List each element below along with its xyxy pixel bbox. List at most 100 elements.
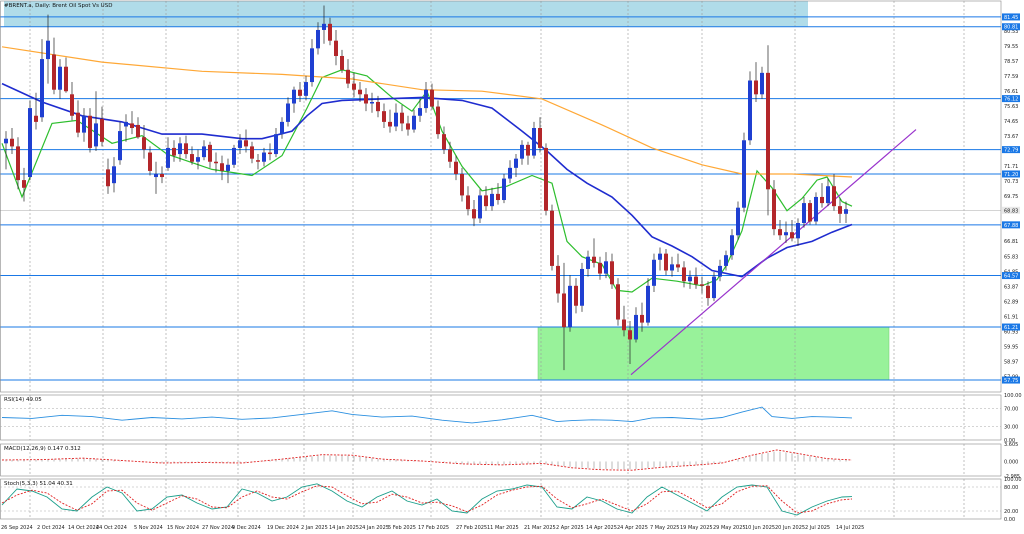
candle-body bbox=[502, 178, 506, 201]
candle-body bbox=[754, 80, 758, 95]
date-label: 24 Jan 2025 bbox=[359, 525, 389, 531]
candle-body bbox=[400, 112, 404, 124]
date-label: 27 Feb 2025 bbox=[456, 525, 487, 531]
moving-average-line bbox=[1, 46, 853, 178]
level-label: 67.88 bbox=[1004, 223, 1018, 229]
price-tick-label: 73.67 bbox=[1004, 134, 1018, 140]
tick-label: 80.00 bbox=[1004, 485, 1018, 491]
candle-body bbox=[514, 158, 518, 168]
candle-body bbox=[364, 94, 368, 104]
price-tick-label: 79.55 bbox=[1004, 44, 1018, 50]
candle-body bbox=[730, 235, 734, 256]
candle-body bbox=[778, 229, 782, 236]
candle-body bbox=[166, 147, 170, 168]
tick-label: 20.00 bbox=[1004, 509, 1018, 515]
date-label: 21 Mar 2025 bbox=[524, 525, 556, 531]
candle-body bbox=[130, 123, 134, 129]
candle-body bbox=[460, 173, 464, 196]
level-label: 80.81 bbox=[1004, 25, 1018, 31]
candle-body bbox=[766, 72, 770, 190]
candle-body bbox=[760, 72, 764, 95]
candle-body bbox=[430, 89, 434, 107]
candle-body bbox=[94, 123, 98, 147]
candle-body bbox=[172, 147, 176, 156]
stochastic-panel[interactable]: 100.00 80.00 20.00 0.00 Stoch(5,3,3) 51.04 4… bbox=[0, 477, 1022, 523]
date-label: 5 Feb 2025 bbox=[388, 525, 416, 531]
level-label: 64.57 bbox=[1004, 274, 1018, 280]
candle-body bbox=[784, 232, 788, 236]
candle-body bbox=[694, 276, 698, 285]
candle-body bbox=[490, 193, 494, 207]
candle-body bbox=[520, 144, 524, 159]
price-tick-label: 75.63 bbox=[1004, 104, 1018, 110]
candle-body bbox=[424, 89, 428, 109]
candle-body bbox=[46, 40, 50, 60]
candle-body bbox=[88, 115, 92, 148]
candle-body bbox=[478, 195, 482, 219]
candle-body bbox=[526, 144, 530, 156]
price-tick-label: 65.83 bbox=[1004, 254, 1018, 260]
price-tick-label: 66.81 bbox=[1004, 239, 1018, 245]
date-label: 14 Jan 2025 bbox=[329, 525, 359, 531]
candle-body bbox=[670, 264, 674, 271]
date-label: 15 Nov 2024 bbox=[167, 525, 199, 531]
date-label: 2 Oct 2024 bbox=[37, 525, 65, 531]
date-label: 27 Nov 2024 bbox=[202, 525, 234, 531]
price-tick-label: 78.57 bbox=[1004, 59, 1018, 65]
panel-border bbox=[0, 478, 1002, 520]
candle-body bbox=[40, 59, 44, 118]
candle-body bbox=[382, 111, 386, 122]
candle-body bbox=[688, 276, 692, 282]
candle-body bbox=[610, 261, 614, 285]
candle-body bbox=[448, 149, 452, 162]
candle-body bbox=[232, 147, 236, 165]
date-label: 20 Jun 2025 bbox=[775, 525, 805, 531]
level-label-box bbox=[1002, 170, 1020, 178]
candle-body bbox=[28, 108, 32, 178]
price-panel[interactable]: #BRENT.a, Daily: Brent Oil Spot Vs USD 81… bbox=[0, 0, 1020, 393]
candle-body bbox=[124, 121, 128, 127]
candle-body bbox=[154, 173, 158, 178]
candle-body bbox=[640, 314, 644, 323]
candle-body bbox=[34, 115, 38, 122]
candle-body bbox=[4, 138, 8, 144]
candle-body bbox=[16, 146, 20, 181]
indicator-title: RSI(14) 49.05 bbox=[4, 397, 42, 403]
candle-body bbox=[676, 264, 680, 268]
tick-label: 0.000 bbox=[1004, 460, 1018, 466]
candle-body bbox=[652, 259, 656, 286]
candle-body bbox=[412, 115, 416, 130]
candle-body bbox=[82, 115, 86, 133]
macd-signal-line bbox=[1, 449, 853, 471]
macd-panel[interactable]: 3.605 0.000 -2.985 MACD(12,26,9) 0.147 0.31… bbox=[0, 442, 1021, 480]
candle-body bbox=[472, 209, 476, 219]
level-label-box bbox=[1002, 272, 1020, 280]
candle-body bbox=[700, 284, 704, 286]
candle-body bbox=[238, 140, 242, 148]
candle-body bbox=[832, 186, 836, 207]
level-label: 57.75 bbox=[1004, 378, 1018, 384]
candle-body bbox=[262, 152, 266, 162]
date-label: 24 Oct 2024 bbox=[96, 525, 127, 531]
candle-body bbox=[706, 285, 710, 299]
tick-label: 30.00 bbox=[1004, 425, 1018, 431]
tick-label: 100.00 bbox=[1004, 477, 1022, 483]
price-tick-label: 80.53 bbox=[1004, 29, 1018, 35]
level-label: 81.45 bbox=[1004, 15, 1018, 21]
candle-body bbox=[556, 265, 560, 294]
rsi-panel[interactable]: 100.00 70.00 30.00 0.00 RSI(14) 49.05 bbox=[0, 393, 1022, 444]
candle-body bbox=[76, 112, 80, 133]
price-tick-label: 63.87 bbox=[1004, 284, 1018, 290]
date-label: 2 Jul 2025 bbox=[805, 525, 830, 531]
candle-body bbox=[394, 112, 398, 127]
candle-body bbox=[712, 276, 716, 299]
candle-body bbox=[496, 193, 500, 201]
trendline bbox=[630, 129, 917, 376]
candle-body bbox=[370, 101, 374, 104]
date-label: 10 Jun 2025 bbox=[745, 525, 775, 531]
tick-label: 70.00 bbox=[1004, 407, 1018, 413]
date-label: 14 Apr 2025 bbox=[586, 525, 617, 531]
candle-body bbox=[772, 189, 776, 230]
date-label: 24 Apr 2025 bbox=[617, 525, 648, 531]
